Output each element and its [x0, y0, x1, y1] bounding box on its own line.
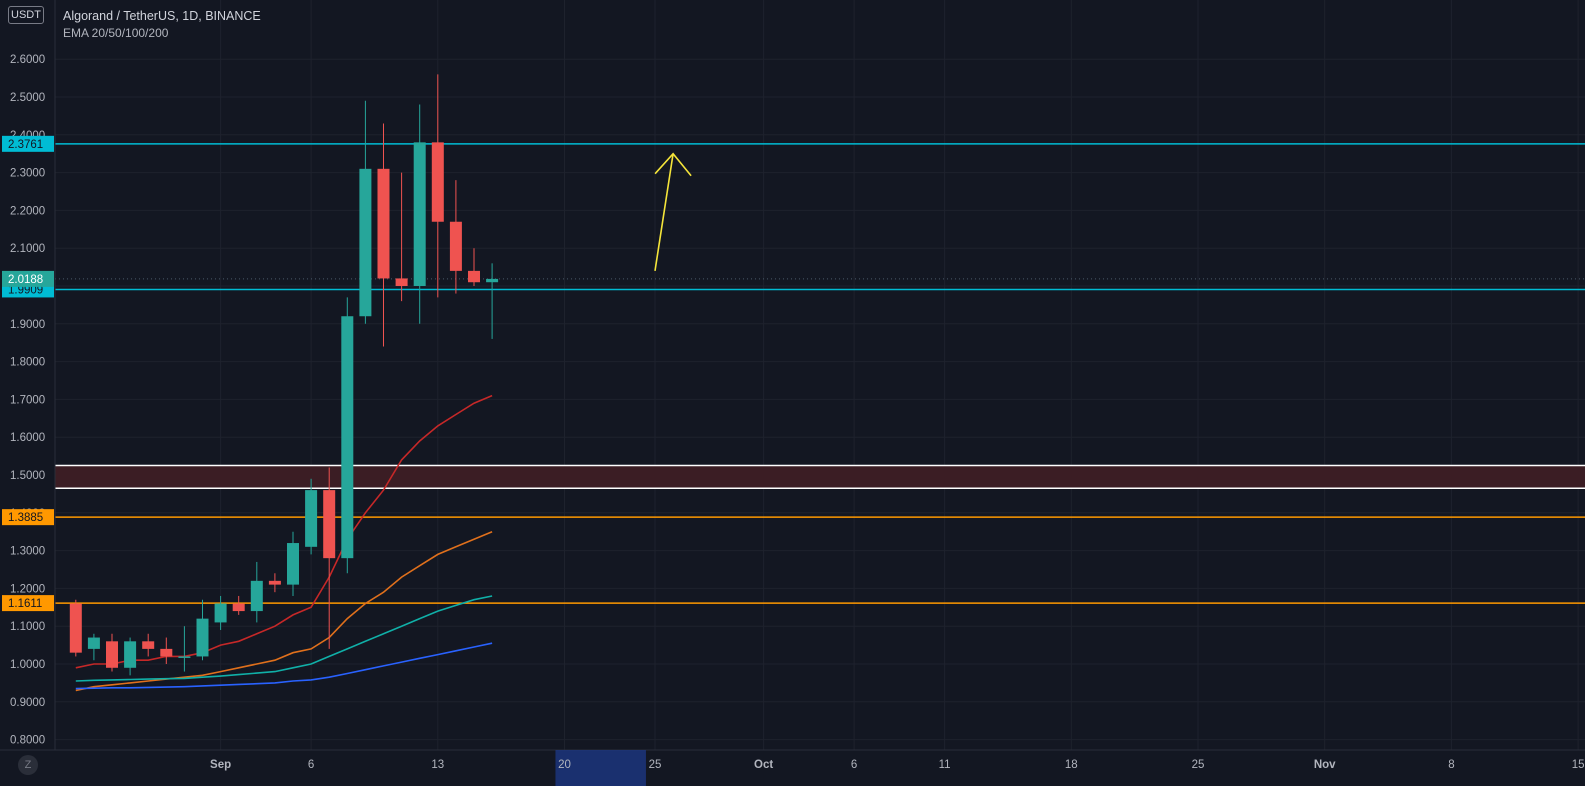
candle-body [449, 221, 462, 271]
candle-body [468, 270, 480, 283]
grid [55, 0, 1585, 750]
ema-lines [75, 394, 493, 692]
last-price-label: 2.0188 [8, 274, 43, 286]
x-tick-label: 13 [431, 759, 444, 771]
candle-body [232, 603, 245, 612]
ema-line [75, 394, 493, 669]
candle-body [124, 641, 137, 668]
arrow-shaft [654, 153, 674, 272]
candles [69, 74, 499, 676]
arrow-head [654, 152, 692, 177]
y-tick-label: 0.9000 [10, 697, 45, 709]
ema-line [75, 642, 493, 690]
candle-body [160, 648, 173, 657]
y-tick-label: 1.3000 [10, 546, 45, 558]
candle-body [69, 603, 82, 653]
y-tick-label: 1.6000 [10, 432, 45, 444]
level-price-label-bg [2, 595, 54, 612]
indicator-legend: EMA 20/50/100/200 [63, 26, 169, 40]
ema-line [75, 595, 493, 682]
y-tick-label: 2.5000 [10, 92, 45, 104]
candle-body [196, 618, 209, 657]
zone-fill [55, 465, 1585, 489]
y-axis-panel [0, 0, 55, 786]
candle-body [323, 490, 336, 559]
level-price-label: 2.3761 [8, 139, 43, 151]
y-tick-label: 1.1000 [10, 621, 45, 633]
y-tick-label: 1.0000 [10, 659, 45, 671]
x-tick-label: Nov [1314, 759, 1336, 771]
level-price-label: 1.9909 [8, 284, 43, 296]
price-zone [55, 464, 1585, 489]
x-tick-label: Oct [754, 759, 773, 771]
y-tick-label: 1.9000 [10, 319, 45, 331]
candle-body [413, 142, 426, 286]
y-tick-label: 1.7000 [10, 394, 45, 406]
level-price-label: 1.3885 [8, 512, 43, 524]
candle-body [250, 580, 263, 612]
currency-badge[interactable]: USDT [8, 6, 44, 24]
x-tick-label: 8 [1448, 759, 1454, 771]
x-tick-label: 25 [1192, 759, 1205, 771]
candle-body [341, 316, 354, 559]
price-labels: 2.3761 1.9909 1.3885 1.1611 2.0188 [2, 135, 54, 612]
last-price-label-bg [2, 270, 54, 287]
candle-body [268, 580, 281, 585]
x-tick-label: 6 [851, 759, 857, 771]
candle-body [359, 168, 372, 317]
horizontal-levels[interactable] [55, 143, 1585, 604]
x-axis-highlight [555, 750, 646, 786]
x-tick-label: 11 [939, 759, 951, 771]
y-tick-label: 1.2000 [10, 583, 45, 595]
candle-body [305, 490, 318, 547]
y-tick-label: 2.2000 [10, 205, 45, 217]
candle-body [431, 142, 444, 222]
y-tick-label: 1.5000 [10, 470, 45, 482]
y-tick-label: 2.1000 [10, 243, 45, 255]
x-tick-label: 15 [1572, 759, 1585, 771]
x-tick-label: 6 [308, 759, 314, 771]
arrow-drawing[interactable] [654, 152, 692, 272]
candle-body [178, 656, 191, 658]
zoom-reset-button[interactable]: Z [18, 755, 38, 775]
candle-body [377, 168, 390, 279]
candle-body [106, 641, 118, 668]
y-tick-label: 1.8000 [10, 357, 45, 369]
x-axis-panel [0, 750, 1585, 786]
symbol-title: Algorand / TetherUS, 1D, BINANCE [63, 9, 261, 23]
x-tick-label: 25 [649, 759, 662, 771]
candle-body [486, 278, 499, 283]
candle-body [395, 278, 408, 286]
x-tick-label: 20 [558, 759, 571, 771]
y-tick-label: 2.6000 [10, 54, 45, 66]
candle-body [87, 637, 100, 649]
level-price-label-bg [2, 135, 54, 152]
candle-body [214, 603, 227, 623]
ema-line [75, 530, 493, 692]
y-tick-label: 2.3000 [10, 168, 45, 180]
candle-body [287, 543, 299, 585]
x-tick-label: Sep [210, 759, 231, 771]
y-tick-label: 0.8000 [10, 735, 45, 747]
x-tick-label: 18 [1065, 759, 1078, 771]
candle-body [142, 641, 155, 649]
level-price-label: 1.1611 [8, 598, 42, 610]
level-price-label-bg [2, 509, 54, 526]
